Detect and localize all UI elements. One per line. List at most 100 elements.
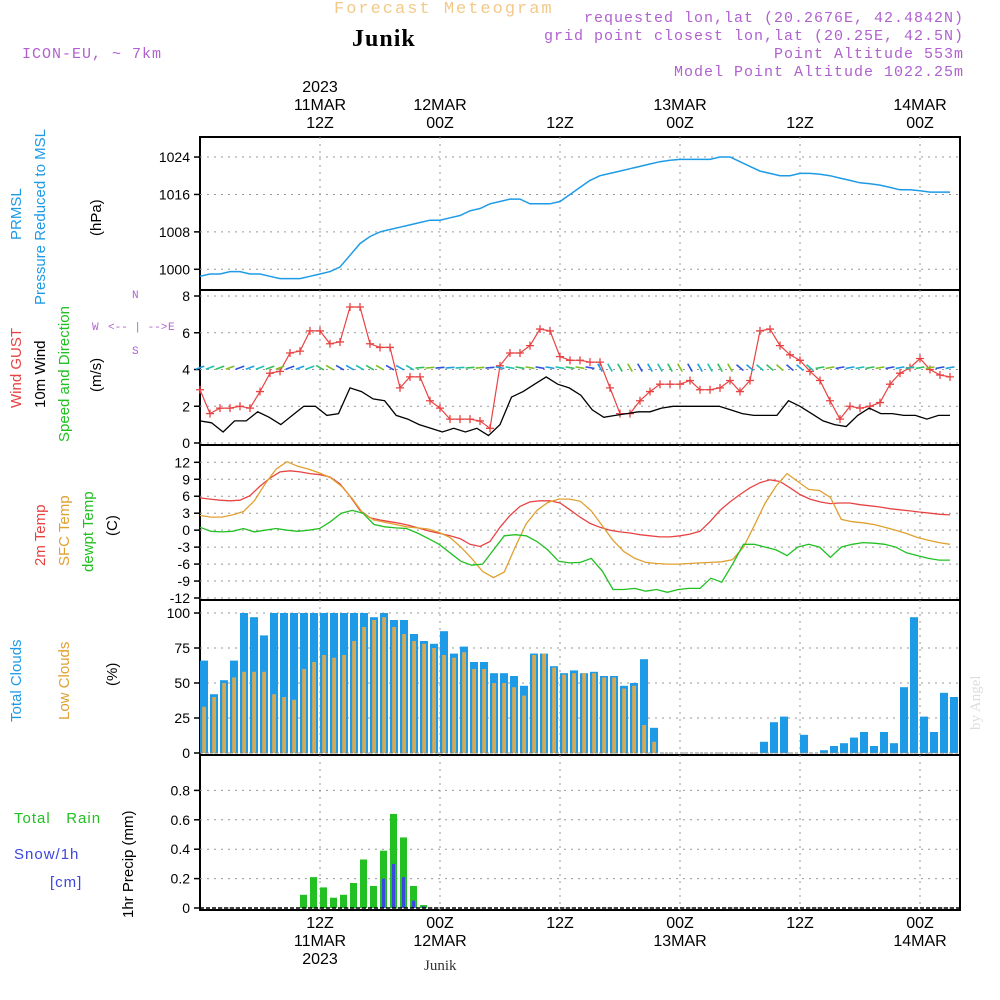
y-tick-label: 12 <box>174 454 190 470</box>
clouds-unit: (%) <box>104 662 121 686</box>
point-altitude: Point Altitude 553m <box>773 46 964 63</box>
wind-direction-arrow <box>697 363 703 372</box>
wind-gust-marker <box>586 358 594 367</box>
y-tick-label: -9 <box>178 573 191 589</box>
wind-gust-marker <box>666 380 674 389</box>
total-cloud-bar <box>280 613 288 753</box>
compass-w: W <box>92 322 99 334</box>
wind-gust-marker <box>346 303 354 312</box>
wind-direction-arrow <box>525 366 535 370</box>
temp-2m-label: 2m Temp <box>32 504 49 566</box>
wind-gust-marker <box>256 387 264 396</box>
wind-gust-marker <box>416 372 424 381</box>
y-tick-label: -12 <box>170 590 190 606</box>
wind-gust-marker <box>946 372 954 381</box>
wind-gust-marker <box>706 385 714 394</box>
wind-gust-marker <box>846 402 854 411</box>
bottom-date-label: 11MAR <box>294 933 346 950</box>
low-cloud-bar <box>632 685 636 753</box>
wind-gust-marker <box>926 365 934 374</box>
wind-direction-arrow <box>575 366 585 370</box>
wind-gust-marker <box>736 387 744 396</box>
wind-direction-arrow <box>667 363 673 372</box>
low-cloud-bar <box>372 620 376 753</box>
wind-direction-arrow <box>875 366 885 370</box>
wind-direction-arrow <box>687 363 693 372</box>
low-cloud-bar <box>642 725 646 753</box>
temp-2m-line <box>199 470 951 548</box>
wind-gust-marker <box>616 409 624 418</box>
y-tick-label: 25 <box>174 710 190 726</box>
low-cloud-bar <box>322 655 326 753</box>
wind-direction-arrow <box>415 366 425 369</box>
compass-rose: N W E S <-- | --> <box>92 290 178 360</box>
total-cloud-bar <box>920 716 928 753</box>
low-cloud-bar <box>422 643 426 753</box>
y-tick-label: 1016 <box>159 186 190 202</box>
wind-gust-marker <box>546 326 554 335</box>
model-point-altitude: Model Point Altitude 1022.25m <box>673 64 964 81</box>
total-cloud-bar <box>290 613 298 753</box>
total-cloud-bar <box>910 617 918 753</box>
low-cloud-bar <box>622 688 626 753</box>
wind-gust-marker <box>286 348 294 357</box>
wind-direction-arrow <box>776 364 784 372</box>
low-cloud-bar <box>612 677 616 753</box>
wind-gust-marker <box>936 371 944 380</box>
total-cloud-bar <box>770 722 778 753</box>
wind-direction-arrow <box>945 366 955 370</box>
bottom-hour-label: 00Z <box>666 915 694 932</box>
temp-unit: (C) <box>104 515 121 536</box>
bottom-date-label: 14MAR <box>893 933 946 950</box>
top-hour-label: 12Z <box>306 115 334 132</box>
rain-bar <box>360 859 367 908</box>
total-cloud-bar <box>840 743 848 753</box>
low-cloud-bar <box>262 671 266 753</box>
y-tick-label: 0 <box>182 900 190 916</box>
temp-sfc-label: SFC Temp <box>56 495 73 566</box>
wind-gust-marker <box>196 385 204 394</box>
wind-direction-arrow <box>895 366 905 370</box>
wind-direction-arrow <box>617 363 623 372</box>
wind-gust-marker <box>406 372 414 381</box>
wind-gust-marker <box>426 396 434 405</box>
total-cloud-bar <box>890 743 898 753</box>
y-tick-label: 2 <box>182 398 190 414</box>
wind-gust-marker <box>686 376 694 385</box>
wind-direction-arrow <box>365 364 375 371</box>
wind-direction-arrow <box>275 365 285 370</box>
low-cloud-bar <box>562 674 566 753</box>
wind-direction-arrow <box>637 363 643 372</box>
y-tick-label: 0.2 <box>171 871 191 887</box>
wind-direction-arrow <box>585 366 595 370</box>
wind-direction-arrow <box>315 364 325 371</box>
total-cloud-bar <box>940 692 948 753</box>
wind-gust-marker <box>696 385 704 394</box>
low-cloud-bar <box>332 657 336 753</box>
forecast-title: Forecast Meteogram <box>334 0 554 19</box>
top-date-label: 12MAR <box>413 97 466 114</box>
wind-direction-arrow <box>325 364 335 371</box>
wind-gust-marker <box>476 416 484 425</box>
wind-gust-marker <box>636 396 644 405</box>
wind-direction-arrow <box>915 366 925 370</box>
total-cloud-bar <box>800 734 808 753</box>
total-cloud-bar <box>880 732 888 753</box>
wind-gust-marker <box>276 367 284 376</box>
y-tick-label: 75 <box>174 640 190 656</box>
low-cloud-bar <box>582 673 586 753</box>
top-hour-label: 12Z <box>546 115 574 132</box>
bottom-date-label: 13MAR <box>653 933 706 950</box>
wind-direction-arrow <box>796 364 804 372</box>
low-cloud-bar <box>532 655 536 753</box>
wind-direction-arrow <box>355 364 365 371</box>
compass-e: E <box>168 322 175 334</box>
rain-bar <box>400 837 407 908</box>
bottom-year-label: 2023 <box>302 951 338 968</box>
low-cloud-bar <box>402 634 406 753</box>
low-cloud-bar <box>502 683 506 753</box>
wind-gust-marker <box>456 415 464 424</box>
compass-arms: <-- | --> <box>108 322 168 334</box>
wind-direction-arrow <box>305 365 315 370</box>
wind-direction-arrow <box>445 366 455 369</box>
